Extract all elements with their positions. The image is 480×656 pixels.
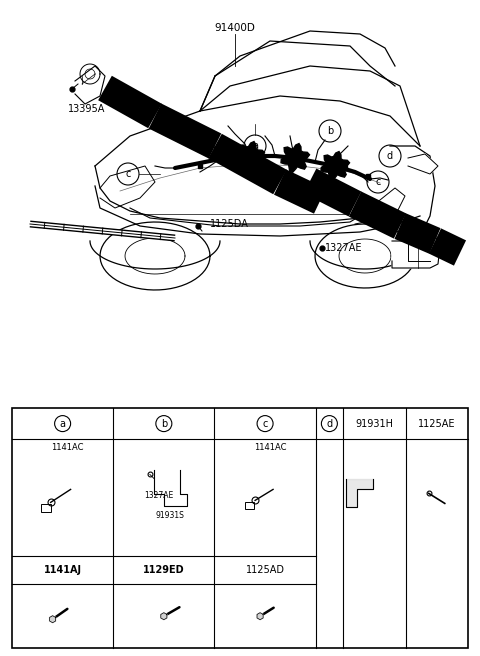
Text: 13395A: 13395A <box>68 104 106 114</box>
Text: 1141AJ: 1141AJ <box>44 565 82 575</box>
Polygon shape <box>349 192 406 239</box>
Bar <box>12 408 468 648</box>
Text: 1141AC: 1141AC <box>51 443 84 452</box>
Polygon shape <box>346 480 372 507</box>
Text: 1141AC: 1141AC <box>254 443 287 452</box>
Text: b: b <box>161 419 167 428</box>
Polygon shape <box>98 76 162 128</box>
Polygon shape <box>274 169 326 214</box>
Polygon shape <box>149 104 221 159</box>
Text: a: a <box>252 141 258 151</box>
Polygon shape <box>321 152 349 180</box>
Text: 1125DA: 1125DA <box>210 219 249 229</box>
Text: a: a <box>60 419 66 428</box>
Polygon shape <box>257 613 263 620</box>
Polygon shape <box>75 66 105 104</box>
Bar <box>41 504 50 512</box>
Text: 91931H: 91931H <box>355 419 393 428</box>
Polygon shape <box>208 134 287 194</box>
Text: d: d <box>326 419 333 428</box>
Text: d: d <box>387 151 393 161</box>
Polygon shape <box>236 142 264 171</box>
Text: 1327AE: 1327AE <box>144 491 173 500</box>
Polygon shape <box>408 154 438 174</box>
Text: 1327AE: 1327AE <box>325 243 362 253</box>
Text: c: c <box>375 177 381 187</box>
Text: 1125AE: 1125AE <box>418 419 456 428</box>
Polygon shape <box>429 228 466 266</box>
Polygon shape <box>49 616 56 623</box>
Polygon shape <box>395 213 441 254</box>
Text: c: c <box>125 169 131 179</box>
Polygon shape <box>161 613 167 620</box>
Text: 91931S: 91931S <box>156 511 185 520</box>
Bar <box>245 502 254 510</box>
Text: 91400D: 91400D <box>215 23 255 33</box>
Text: 1129ED: 1129ED <box>143 565 185 575</box>
Polygon shape <box>392 241 440 268</box>
Polygon shape <box>304 169 361 216</box>
Polygon shape <box>281 144 310 173</box>
Text: b: b <box>327 126 333 136</box>
Text: c: c <box>263 419 268 428</box>
Text: 1125AD: 1125AD <box>246 565 285 575</box>
